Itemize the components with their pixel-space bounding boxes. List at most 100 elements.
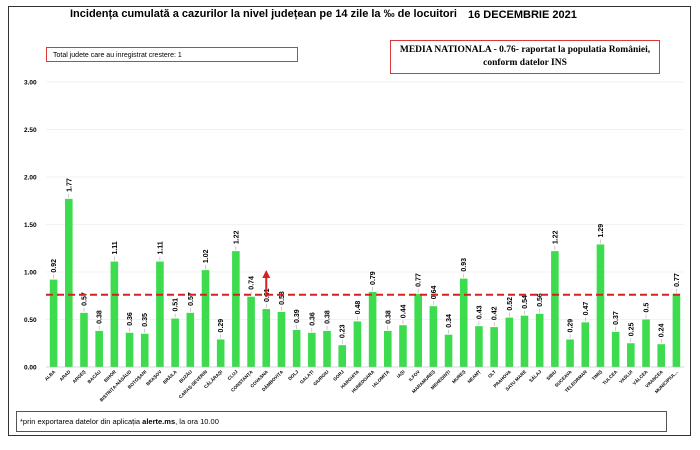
value-label: 0.79 xyxy=(370,271,377,285)
footnote: *prin exportarea datelor din aplicația a… xyxy=(20,417,219,426)
bar xyxy=(353,321,362,367)
category-label: GORJ xyxy=(332,369,345,382)
bar xyxy=(232,251,240,367)
bar xyxy=(323,330,331,367)
value-label: 0.5 xyxy=(644,303,651,313)
bar xyxy=(520,315,529,367)
value-label: 0.38 xyxy=(97,310,104,324)
value-label: 1.22 xyxy=(552,230,559,244)
bar xyxy=(186,312,195,367)
chart-date: 16 DECEMBRIE 2021 xyxy=(468,9,577,21)
category-label: NEAMȚ xyxy=(467,369,482,384)
y-tick-label: 0.50 xyxy=(24,317,37,324)
bar xyxy=(201,270,210,367)
bar xyxy=(262,309,271,367)
bar xyxy=(216,339,225,367)
value-label: 0.36 xyxy=(127,312,134,326)
value-label: 0.34 xyxy=(446,314,453,328)
category-label: DOLJ xyxy=(287,369,300,382)
value-label: 0.36 xyxy=(309,312,316,326)
bar xyxy=(414,293,422,367)
bar xyxy=(125,332,134,367)
y-tick-label: 0.00 xyxy=(24,365,37,372)
value-label: 0.38 xyxy=(325,310,332,324)
value-label: 0.64 xyxy=(431,285,438,299)
value-label: 0.35 xyxy=(142,313,149,327)
value-label: 0.37 xyxy=(613,311,620,325)
y-tick-label: 3.00 xyxy=(24,80,37,87)
bar xyxy=(110,261,119,367)
value-label: 0.56 xyxy=(537,293,544,307)
bar xyxy=(657,344,666,367)
value-label: 0.58 xyxy=(279,291,286,305)
bar xyxy=(140,333,149,367)
bar xyxy=(49,279,58,367)
y-tick-label: 2.00 xyxy=(24,175,37,182)
bar xyxy=(611,331,620,367)
category-label: SĂLAJ xyxy=(528,368,543,383)
bar xyxy=(308,332,316,367)
bar xyxy=(368,291,377,367)
footnote-source: alerte.ms xyxy=(142,417,176,426)
total-increase-text: Total judete care au inregistrat crester… xyxy=(53,52,182,59)
value-label: 1.11 xyxy=(157,241,164,254)
value-label: 0.74 xyxy=(249,276,256,290)
value-label: 0.23 xyxy=(340,324,347,338)
bar xyxy=(490,327,498,367)
value-label: 0.29 xyxy=(568,319,575,333)
bar xyxy=(383,330,392,367)
category-label: CLUJ xyxy=(227,369,239,381)
chart-frame xyxy=(8,6,691,436)
footnote-prefix: *prin exportarea datelor din aplicația xyxy=(20,417,143,426)
bar xyxy=(338,345,347,367)
bar xyxy=(399,325,407,367)
category-label: IAȘI xyxy=(396,369,407,380)
national-average-box: MEDIA NATIONALA - 0.76- raportat la popu… xyxy=(390,40,660,74)
value-label: 0.48 xyxy=(355,301,362,315)
category-label: BACĂU xyxy=(86,368,102,384)
value-label: 0.93 xyxy=(461,258,468,272)
bar xyxy=(642,319,650,367)
value-label: 1.22 xyxy=(233,230,240,244)
bar xyxy=(475,326,483,367)
footnote-box xyxy=(16,411,667,432)
value-label: 0.47 xyxy=(583,302,590,316)
category-label: ARAD xyxy=(59,369,72,382)
bar xyxy=(95,330,103,367)
category-label: TIMIȘ xyxy=(591,369,604,382)
category-label: BIHOR xyxy=(103,369,117,383)
category-label: GIURGIU xyxy=(312,369,330,387)
bar xyxy=(80,312,88,367)
bar xyxy=(292,329,301,367)
value-label: 0.38 xyxy=(385,310,392,324)
category-label: TULCEA xyxy=(602,369,619,386)
value-label: 0.25 xyxy=(628,323,635,337)
category-label: OLT xyxy=(487,369,497,379)
y-tick-label: 1.50 xyxy=(24,222,37,229)
value-label: 0.42 xyxy=(492,306,499,320)
value-label: 0.92 xyxy=(51,259,58,273)
value-label: 0.29 xyxy=(218,319,225,333)
category-label: SIBIU xyxy=(545,369,558,382)
bar xyxy=(551,251,559,367)
bar xyxy=(581,322,590,367)
value-label: 0.44 xyxy=(400,304,407,318)
footnote-suffix: , la ora 10.00 xyxy=(175,417,219,426)
value-label: 0.54 xyxy=(522,295,529,309)
value-label: 0.77 xyxy=(416,273,423,287)
bar xyxy=(444,334,453,367)
y-tick-label: 2.50 xyxy=(24,127,37,134)
category-label: ILFOV xyxy=(408,369,422,383)
y-tick-label: 1.00 xyxy=(24,270,37,277)
bar xyxy=(505,317,514,367)
category-label: BRĂILA xyxy=(161,368,178,385)
bar xyxy=(459,278,468,367)
national-average-line2: conform datelor INS xyxy=(483,58,567,68)
category-label: ALBA xyxy=(44,369,57,382)
bar xyxy=(627,343,635,367)
value-label: 1.77 xyxy=(66,178,73,192)
category-label: ARGEȘ xyxy=(72,369,88,385)
total-increase-box: Total judete care au inregistrat crester… xyxy=(46,47,298,62)
category-label: BRAȘOV xyxy=(145,369,164,388)
increase-arrow-head xyxy=(262,270,271,279)
